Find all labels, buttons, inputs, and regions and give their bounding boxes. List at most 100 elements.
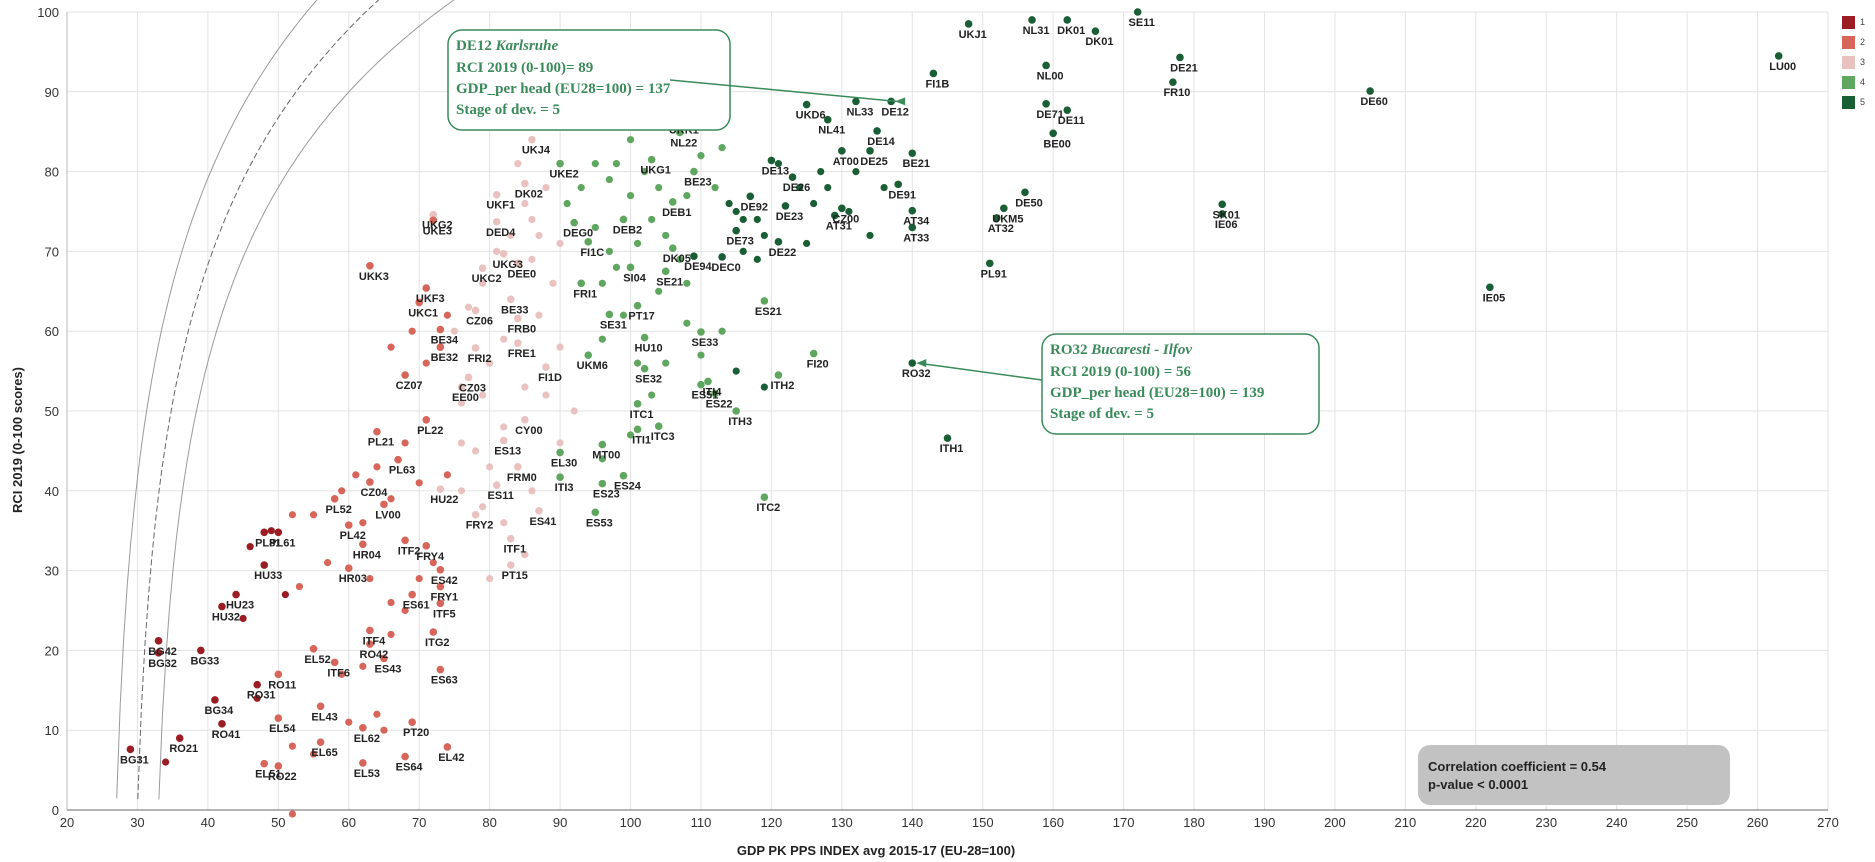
data-point-hr04 <box>359 540 367 549</box>
point-label: BE23 <box>684 177 712 189</box>
point-label: BE00 <box>1043 138 1071 150</box>
data-point-cz04 <box>366 478 374 486</box>
point-label: BE21 <box>903 158 931 170</box>
data-point-itc3 <box>654 422 663 430</box>
point-label: UKG2 <box>422 220 453 232</box>
data-point-de91 <box>894 180 902 189</box>
data-point <box>366 574 374 583</box>
data-point <box>387 630 395 639</box>
point-label: DEB1 <box>662 207 691 219</box>
data-point <box>387 343 395 351</box>
data-point-es42 <box>436 566 445 574</box>
data-point-fre1 <box>514 339 522 347</box>
data-point-el42 <box>443 743 452 751</box>
point-label: SE32 <box>635 374 662 386</box>
x-tick-label: 120 <box>761 815 783 830</box>
data-point <box>732 367 740 375</box>
data-point <box>577 183 585 192</box>
point-label: ITF2 <box>398 545 421 557</box>
data-point-es43 <box>380 654 388 663</box>
point-label: BG33 <box>190 655 219 667</box>
data-point <box>697 152 705 160</box>
y-tick-label: 40 <box>45 484 59 499</box>
data-point <box>803 239 811 248</box>
data-point-iti1 <box>633 425 642 434</box>
data-point <box>598 279 606 287</box>
point-label: UKD6 <box>796 110 826 122</box>
data-point-bg31 <box>126 745 135 754</box>
point-label: ITF5 <box>433 608 456 620</box>
data-point <box>162 758 170 766</box>
data-point <box>880 183 888 192</box>
data-point-be21 <box>908 149 917 158</box>
data-point <box>457 399 466 407</box>
point-label: ES24 <box>614 481 642 493</box>
point-label: BG32 <box>148 658 177 670</box>
data-point-fi1d <box>542 363 550 371</box>
point-label: EL53 <box>354 768 380 780</box>
data-point-ee00 <box>457 383 466 391</box>
data-point-itf2 <box>401 536 409 545</box>
x-tick-label: 200 <box>1324 815 1346 830</box>
data-point-el51 <box>260 759 269 768</box>
data-point-fi1c <box>584 238 593 246</box>
point-label: SE31 <box>600 319 627 331</box>
data-point <box>591 223 599 232</box>
point-label: SK01 <box>1212 209 1240 221</box>
point-label: DK01 <box>1085 36 1113 48</box>
y-tick-label: 100 <box>37 5 59 20</box>
point-label: ITH1 <box>940 443 964 455</box>
data-point-bg32 <box>154 648 163 657</box>
legend-label: 3 <box>1860 57 1865 67</box>
point-label: ITH2 <box>771 380 795 392</box>
correlation-text: Correlation coefficient = 0.54 <box>1428 759 1607 774</box>
y-tick-label: 10 <box>45 723 59 738</box>
data-point-el53 <box>359 759 367 767</box>
point-label: ES13 <box>494 446 521 458</box>
callout-line: GDP_per head (EU28=100) = 139 <box>1050 385 1264 401</box>
x-tick-label: 50 <box>271 815 285 830</box>
data-point <box>570 407 578 415</box>
callout-line: Stage of dev. = 5 <box>456 102 560 118</box>
x-tick-label: 40 <box>201 815 215 830</box>
data-point-uke3 <box>429 216 438 225</box>
point-label: DE94 <box>684 261 712 273</box>
data-point-bg34 <box>211 696 219 704</box>
legend-label: 1 <box>1860 17 1865 27</box>
legend-swatch-1 <box>1842 16 1855 29</box>
data-point <box>648 215 656 224</box>
point-label: ES22 <box>706 398 733 410</box>
x-tick-label: 30 <box>130 815 144 830</box>
data-points <box>126 8 1783 818</box>
point-label: PL61 <box>269 537 295 549</box>
point-label: PL22 <box>417 425 443 437</box>
data-point-lu00 <box>1774 52 1783 60</box>
data-point <box>598 455 606 463</box>
point-label: FI1C <box>580 247 604 259</box>
point-label: DEB2 <box>613 224 642 236</box>
x-tick-label: 260 <box>1747 815 1769 830</box>
point-label: EL51 <box>255 769 281 781</box>
data-point <box>309 750 318 758</box>
point-label: FR10 <box>1163 87 1190 99</box>
data-point-ro22 <box>274 762 283 770</box>
point-label: FRI2 <box>468 353 492 365</box>
y-tick-label: 20 <box>45 643 59 658</box>
x-tick-label: 250 <box>1676 815 1698 830</box>
point-label: FRB0 <box>507 323 536 335</box>
data-point <box>521 383 529 391</box>
data-point-el52 <box>309 645 318 653</box>
point-label: PT15 <box>502 570 528 582</box>
point-label: FRY1 <box>430 592 458 604</box>
data-point-si04 <box>626 263 635 272</box>
point-label: PL63 <box>389 465 415 477</box>
callout-box <box>1041 333 1320 435</box>
fit-curve-lower <box>158 0 455 800</box>
data-point-dk05 <box>668 244 677 253</box>
data-point <box>641 168 649 176</box>
legend-swatch-5 <box>1842 96 1855 109</box>
data-point <box>556 343 564 351</box>
x-axis-title: GDP PK PPS INDEX avg 2015-17 (EU-28=100) <box>737 843 1015 858</box>
point-label: UKF3 <box>416 293 445 305</box>
data-point-iti3 <box>556 473 564 482</box>
